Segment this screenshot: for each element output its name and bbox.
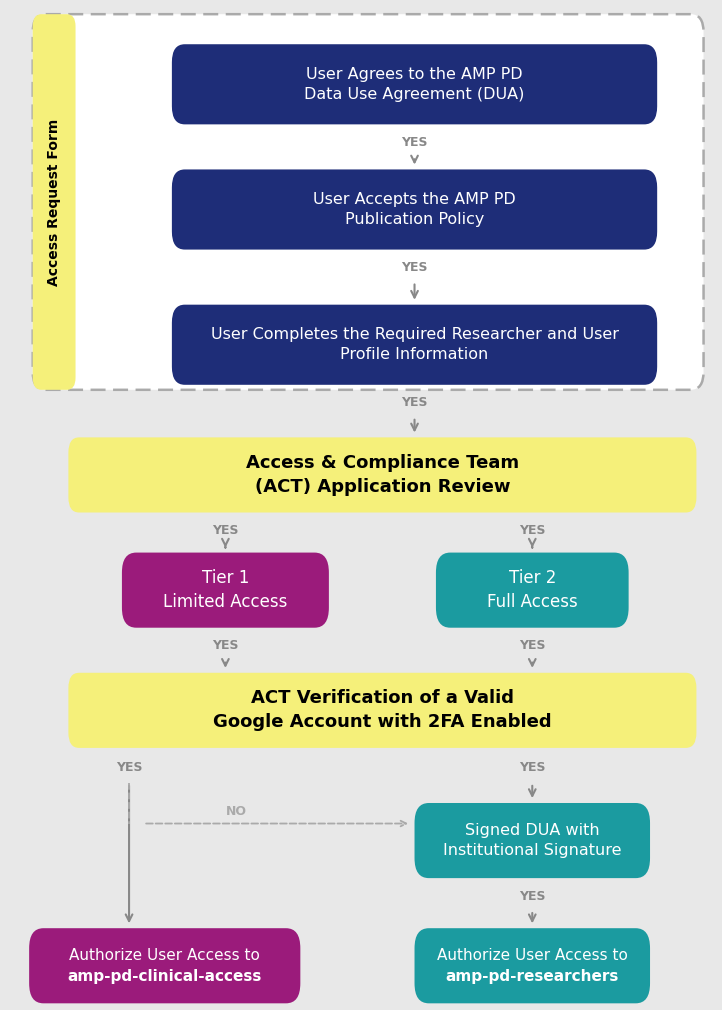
FancyBboxPatch shape — [414, 803, 650, 878]
Text: NO: NO — [225, 805, 247, 818]
FancyBboxPatch shape — [32, 14, 703, 390]
Text: Authorize User Access to: Authorize User Access to — [69, 947, 260, 963]
Text: User Agrees to the AMP PD
Data Use Agreement (DUA): User Agrees to the AMP PD Data Use Agree… — [305, 67, 525, 102]
FancyBboxPatch shape — [29, 928, 300, 1003]
Text: Tier 1
Limited Access: Tier 1 Limited Access — [163, 569, 287, 611]
FancyBboxPatch shape — [172, 170, 657, 249]
Text: amp-pd-clinical-access: amp-pd-clinical-access — [68, 969, 262, 984]
Text: amp-pd-researchers: amp-pd-researchers — [445, 969, 619, 984]
Text: Signed DUA with
Institutional Signature: Signed DUA with Institutional Signature — [443, 823, 622, 858]
Text: Authorize User Access to: Authorize User Access to — [437, 947, 627, 963]
Text: YES: YES — [519, 890, 546, 903]
Text: ACT Verification of a Valid
Google Account with 2FA Enabled: ACT Verification of a Valid Google Accou… — [213, 689, 552, 731]
FancyBboxPatch shape — [436, 552, 629, 627]
Text: YES: YES — [401, 396, 427, 409]
Text: YES: YES — [401, 136, 427, 148]
Text: YES: YES — [519, 762, 546, 775]
FancyBboxPatch shape — [69, 437, 697, 512]
Text: Access Request Form: Access Request Form — [47, 118, 61, 286]
FancyBboxPatch shape — [172, 305, 657, 385]
Text: YES: YES — [401, 262, 427, 274]
Text: YES: YES — [212, 524, 239, 537]
FancyBboxPatch shape — [32, 14, 76, 390]
FancyBboxPatch shape — [122, 552, 329, 627]
Text: YES: YES — [116, 762, 142, 775]
Text: Tier 2
Full Access: Tier 2 Full Access — [487, 569, 578, 611]
FancyBboxPatch shape — [172, 44, 657, 124]
Text: User Accepts the AMP PD
Publication Policy: User Accepts the AMP PD Publication Poli… — [313, 192, 516, 227]
FancyBboxPatch shape — [69, 673, 697, 747]
Text: Access & Compliance Team
(ACT) Application Review: Access & Compliance Team (ACT) Applicati… — [246, 453, 519, 496]
Text: YES: YES — [519, 524, 546, 537]
Text: YES: YES — [212, 639, 239, 652]
FancyBboxPatch shape — [414, 928, 650, 1003]
Text: User Completes the Required Researcher and User
Profile Information: User Completes the Required Researcher a… — [211, 327, 619, 363]
Text: YES: YES — [519, 639, 546, 652]
